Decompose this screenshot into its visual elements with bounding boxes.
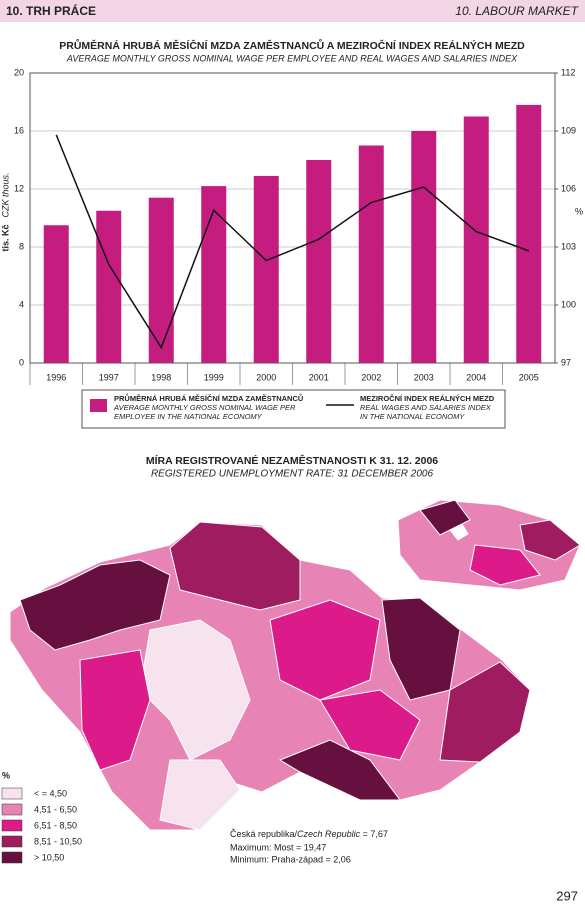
legend-swatch	[90, 399, 107, 412]
map-inset-prague	[449, 523, 469, 541]
legend-box	[81, 389, 506, 429]
y2-tick-label: 103	[561, 241, 576, 251]
bar	[463, 116, 489, 363]
legend-label-en: AVERAGE MONTHLY GROSS NOMINAL WAGE PER EM…	[113, 403, 296, 421]
map-legend-swatch	[1, 835, 23, 848]
map-region	[439, 661, 531, 763]
legend-label: PRŮMĚRNÁ HRUBÁ MĚSÍČNÍ MZDA ZAMĚSTNANCŮ	[114, 393, 303, 403]
map-region	[79, 649, 151, 771]
legend-line: IN THE NATIONAL ECONOMY	[360, 412, 465, 421]
y-tick-label: 12	[14, 183, 24, 193]
x-tick-label: 2000	[256, 372, 276, 382]
map-note: Česká republika/Czech Republic = 7,67	[230, 829, 388, 839]
y2-tick-label: 109	[561, 125, 576, 135]
y-tick-label: 8	[19, 241, 24, 251]
x-tick-label: 1997	[99, 372, 119, 382]
x-tick-label: 2003	[414, 372, 434, 382]
bar	[43, 225, 69, 363]
y2-tick-label: 112	[561, 67, 575, 77]
chart-title: PRŮMĚRNÁ HRUBÁ MĚSÍČNÍ MZDA ZAMĚSTNANCŮ …	[59, 38, 525, 52]
map-region	[278, 739, 401, 801]
legend-label: MEZIROČNÍ INDEX REÁLNÝCH MEZD	[360, 394, 495, 403]
x-tick-label: 2004	[466, 372, 486, 382]
x-tick-label: 1996	[46, 372, 66, 382]
map-legend-label: > 10,50	[34, 852, 64, 862]
map-legend-label: 6,51 - 8,50	[34, 820, 77, 830]
bar	[201, 186, 227, 363]
y2-tick-label: 97	[561, 357, 571, 367]
chart-subtitle: AVERAGE MONTHLY GROSS NOMINAL WAGE PER E…	[66, 53, 518, 63]
legend-label-en: REAL WAGES AND SALARIES INDEX IN THE NATI…	[360, 403, 492, 421]
x-tick-label: 2001	[309, 372, 329, 382]
y-label-en: CZK thous.	[0, 172, 10, 217]
map-max: Maximum: Most = 19,47	[230, 842, 326, 852]
bar	[253, 175, 279, 363]
map-legend-swatch	[1, 819, 23, 832]
bar	[148, 197, 174, 363]
map-legend-label: < = 4,50	[34, 788, 67, 798]
legend-line: REAL WAGES AND SALARIES INDEX	[360, 403, 492, 412]
map-legend-label: 8,51 - 10,50	[34, 836, 82, 846]
map	[9, 499, 581, 831]
bar	[411, 131, 437, 363]
y2-label: %	[575, 206, 583, 216]
note-en: Czech Republic	[297, 829, 361, 839]
x-tick-label: 2005	[519, 372, 539, 382]
y-label: tis. Kč	[0, 224, 10, 251]
header-left: 10. TRH PRÁCE	[6, 3, 96, 18]
map-legend-title: %	[2, 770, 10, 780]
note-value: = 7,67	[360, 829, 388, 839]
page-number: 297	[556, 888, 578, 903]
bar	[516, 104, 542, 364]
map-region	[269, 599, 381, 701]
legend-line: EMPLOYEE IN THE NATIONAL ECONOMY	[114, 412, 263, 421]
map-region	[159, 759, 241, 831]
map-region	[319, 689, 421, 761]
x-tick-label: 1999	[204, 372, 224, 382]
line	[55, 134, 530, 350]
x-tick-label: 2002	[361, 372, 381, 382]
map-region	[19, 559, 171, 651]
y2-tick-label: 106	[561, 183, 576, 193]
note-cz: Česká republika/	[230, 829, 298, 839]
map-subtitle: REGISTERED UNEMPLOYMENT RATE: 31 DECEMBE…	[151, 469, 434, 480]
map-legend-label: 4,51 - 6,50	[34, 804, 77, 814]
y-tick-label: 16	[14, 125, 24, 135]
y-tick-label: 20	[14, 67, 24, 77]
map-min: Minimum: Praha-západ = 2,06	[230, 854, 351, 864]
map-legend-swatch	[1, 851, 23, 864]
x-tick-label: 1998	[151, 372, 171, 382]
map-inset-region	[469, 544, 541, 586]
map-inset-region	[519, 519, 581, 561]
legend-line: AVERAGE MONTHLY GROSS NOMINAL WAGE PER	[113, 403, 296, 412]
y-tick-label: 0	[19, 357, 24, 367]
map-legend-swatch	[1, 803, 23, 816]
bar	[306, 160, 332, 363]
bar	[96, 210, 122, 363]
header-bar	[0, 0, 585, 22]
header-right: 10. LABOUR MARKET	[455, 4, 579, 18]
y2-tick-label: 100	[561, 299, 576, 309]
map-region	[169, 521, 301, 611]
y-tick-label: 4	[19, 299, 24, 309]
map-title: MÍRA REGISTROVANÉ NEZAMĚSTNANOSTI K 31. …	[146, 454, 438, 467]
map-legend-swatch	[1, 787, 23, 800]
bar	[358, 145, 384, 363]
